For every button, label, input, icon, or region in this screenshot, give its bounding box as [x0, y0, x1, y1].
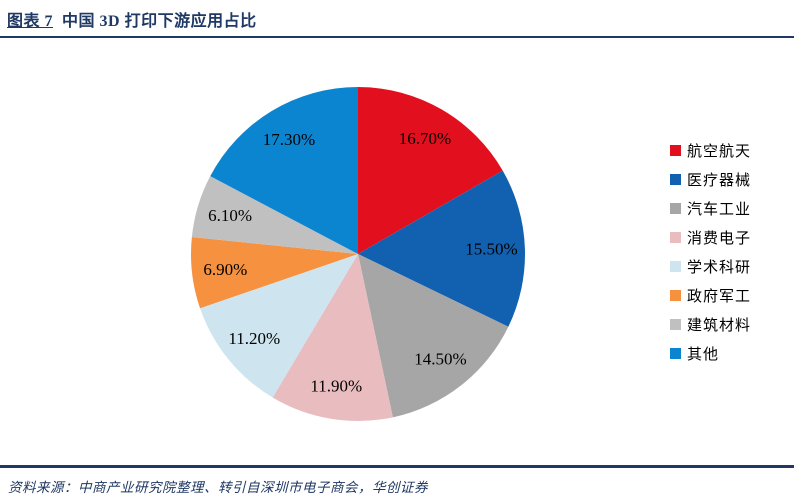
- legend-label: 学术科研: [687, 260, 752, 276]
- pie-slice-value-label: 15.50%: [465, 240, 517, 259]
- legend-label: 汽车工业: [687, 202, 752, 218]
- legend-item: 消费电子: [670, 223, 751, 252]
- pie-slice-value-label: 16.70%: [399, 129, 451, 148]
- pie-slice-value-label: 17.30%: [263, 130, 315, 149]
- pie-slice-7: [191, 176, 358, 254]
- legend-label: 航空航天: [687, 144, 752, 160]
- source-label: 资料来源：: [8, 480, 78, 495]
- legend-item: 航空航天: [670, 136, 751, 165]
- source-note: 资料来源：中商产业研究院整理、转引自深圳市电子商会，华创证券: [8, 476, 428, 496]
- pie-slice-2: [358, 170, 525, 327]
- pie-slice-4: [272, 254, 393, 421]
- legend-item: 建筑材料: [670, 310, 751, 339]
- legend-label: 消费电子: [687, 231, 752, 247]
- header-rule: [0, 36, 794, 38]
- legend-item: 汽车工业: [670, 194, 751, 223]
- legend-swatch-icon: [670, 145, 681, 156]
- footer-rule: [0, 465, 794, 468]
- legend-swatch-icon: [670, 319, 681, 330]
- legend-label: 建筑材料: [687, 318, 752, 334]
- legend-item: 医疗器械: [670, 165, 751, 194]
- legend-label: 医疗器械: [687, 173, 752, 189]
- legend-label: 政府军工: [687, 289, 752, 305]
- chart-legend: 航空航天医疗器械汽车工业消费电子学术科研政府军工建筑材料其他: [670, 136, 751, 368]
- legend-item: 其他: [670, 339, 751, 368]
- legend-swatch-icon: [670, 261, 681, 272]
- pie-slice-value-label: 6.10%: [208, 206, 252, 225]
- source-text: 中商产业研究院整理、转引自深圳市电子商会，华创证券: [78, 480, 428, 495]
- pie-chart: 16.70% 15.50% 14.50% 11.90% 11.20% 6.90% 6.10%…: [191, 87, 525, 421]
- legend-label: 其他: [687, 347, 720, 363]
- figure-title: 图表 7 中国 3D 打印下游应用占比: [7, 7, 257, 31]
- legend-swatch-icon: [670, 232, 681, 243]
- pie-slice-1: [358, 87, 503, 254]
- legend-swatch-icon: [670, 203, 681, 214]
- legend-swatch-icon: [670, 174, 681, 185]
- figure-number-label: 图表 7: [7, 13, 54, 30]
- pie-slice-5: [200, 254, 358, 398]
- pie-slice-value-label: 11.90%: [310, 376, 362, 395]
- pie-slice-value-label: 14.50%: [414, 350, 466, 369]
- legend-item: 政府军工: [670, 281, 751, 310]
- pie-slice-6: [191, 237, 358, 309]
- pie-slice-value-label: 6.90%: [203, 260, 247, 279]
- pie-slice-3: [358, 254, 509, 418]
- legend-swatch-icon: [670, 290, 681, 301]
- figure-name: 中国 3D 打印下游应用占比: [62, 13, 257, 30]
- legend-swatch-icon: [670, 348, 681, 359]
- pie-slice-value-label: 11.20%: [228, 329, 280, 348]
- pie-slice-8: [210, 87, 358, 254]
- legend-item: 学术科研: [670, 252, 751, 281]
